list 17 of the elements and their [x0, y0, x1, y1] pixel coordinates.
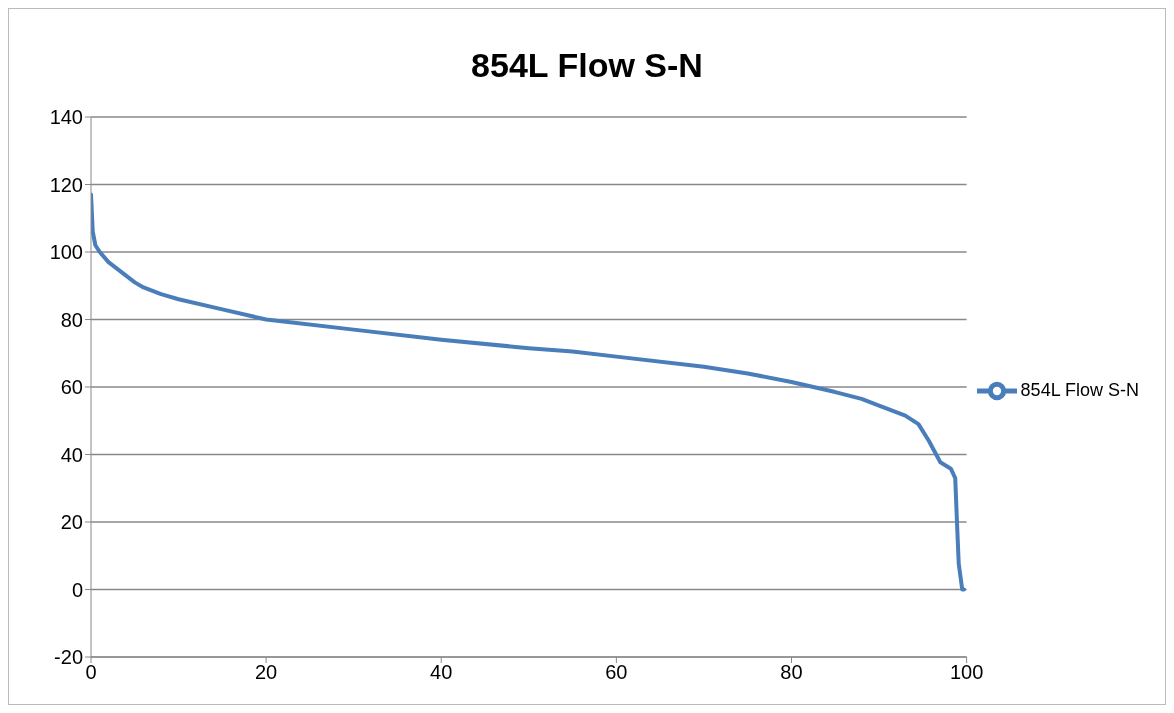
- y-tick-label: 20: [60, 511, 83, 534]
- x-tick-label: 100: [949, 661, 984, 684]
- y-tick-label: 140: [49, 106, 83, 129]
- y-tick-label: 60: [60, 376, 83, 399]
- y-tick-label: -20: [54, 646, 83, 669]
- x-tick-label: 0: [85, 661, 97, 684]
- x-tick-label: 20: [255, 661, 278, 684]
- y-tick-label: 40: [60, 443, 83, 466]
- legend-label: 854L Flow S-N: [1020, 379, 1139, 400]
- y-tick-label: 100: [49, 241, 83, 264]
- y-tick-label: 120: [49, 173, 83, 196]
- y-tick-label: 80: [60, 308, 83, 331]
- x-tick-label: 80: [780, 661, 803, 684]
- x-tick-label: 60: [605, 661, 628, 684]
- x-tick-label: 40: [430, 661, 453, 684]
- chart-title: 854L Flow S-N: [470, 45, 704, 85]
- y-tick-label: 0: [71, 578, 83, 601]
